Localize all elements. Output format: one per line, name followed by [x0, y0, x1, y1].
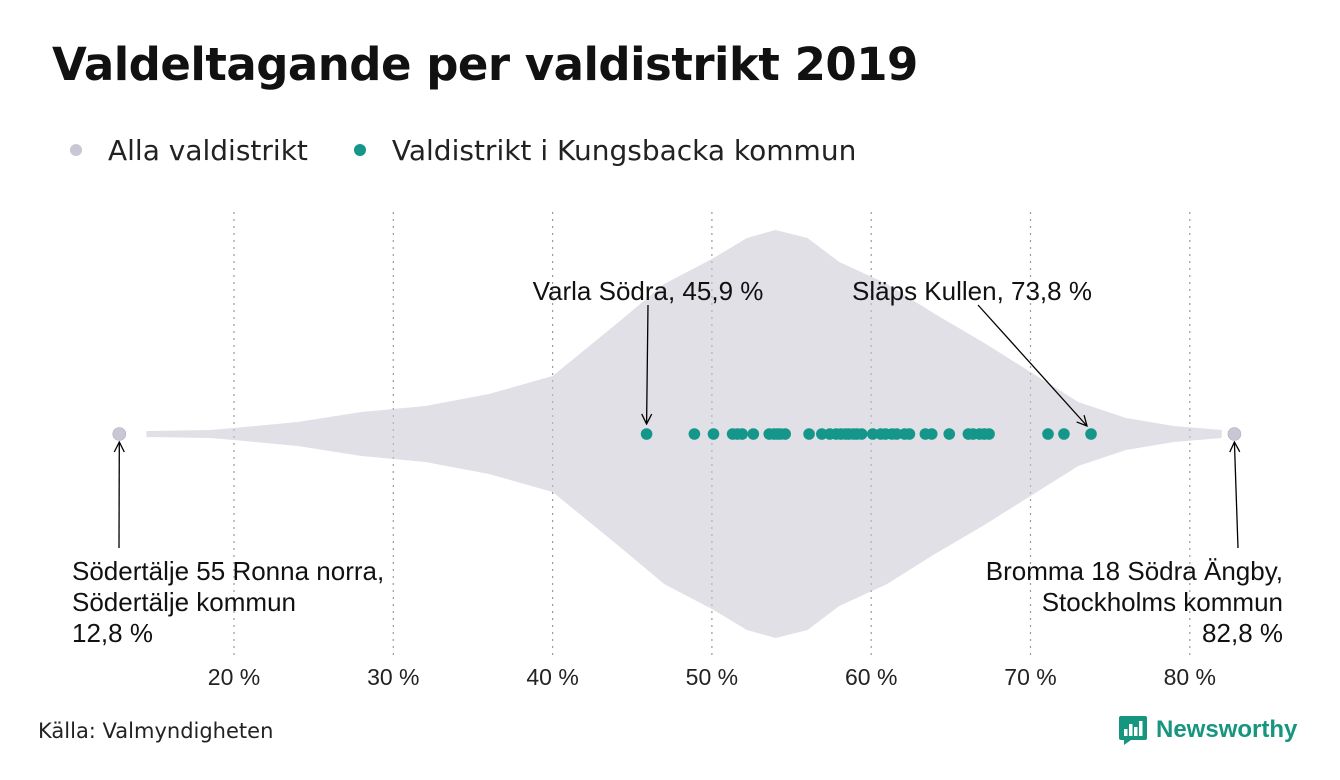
data-point-kungsbacka — [903, 428, 916, 440]
x-tick-label: 20 % — [208, 664, 260, 690]
data-point-kungsbacka — [803, 428, 815, 440]
annotation-sodertalje-line: 12,8 % — [72, 618, 153, 648]
annotations: Varla Södra, 45,9 % Släps Kullen, 73,8 % S… — [72, 276, 1283, 648]
legend-dot-highlight — [353, 144, 366, 156]
x-tick-label: 40 % — [526, 664, 578, 690]
newsworthy-logo-icon — [1119, 716, 1147, 745]
data-point-kungsbacka — [890, 428, 903, 440]
legend-item-all: Alla valdistrikt — [70, 134, 308, 167]
x-tick-label: 50 % — [686, 664, 738, 690]
x-tick-label: 80 % — [1164, 664, 1216, 690]
data-point-kungsbacka — [943, 428, 956, 440]
annotation-arrow — [1234, 442, 1238, 549]
data-point-kungsbacka — [1058, 428, 1070, 440]
annotation-sodertalje-line: Södertälje kommun — [72, 587, 296, 617]
x-tick-label: 60 % — [845, 664, 897, 690]
legend-label-all: Alla valdistrikt — [108, 133, 308, 167]
data-point-kungsbacka — [983, 428, 995, 440]
data-point-kungsbacka — [688, 428, 701, 440]
data-point-kungsbacka — [855, 428, 868, 440]
x-tick-label: 30 % — [367, 664, 419, 690]
data-point-kungsbacka — [1085, 428, 1097, 440]
legend-dot-all — [70, 144, 82, 156]
annotation-bromma-line: Stockholms kommun — [1042, 587, 1283, 617]
data-point-kungsbacka — [816, 428, 828, 440]
legend-label-highlight: Valdistrikt i Kungsbacka kommun — [391, 133, 857, 167]
annotation-slaps-kullen: Släps Kullen, 73,8 % — [852, 276, 1092, 306]
legend-item-highlight: Valdistrikt i Kungsbacka kommun — [353, 133, 857, 167]
x-axis: 20 % 30 % 40 % 50 % 60 % 70 % 80 % — [208, 664, 1216, 690]
brand-name: Newsworthy — [1156, 716, 1298, 743]
source-text: Källa: Valmyndigheten — [38, 719, 274, 743]
data-point-kungsbacka — [640, 428, 653, 440]
annotation-bromma-line: 82,8 % — [1202, 618, 1283, 648]
brand-logo: Newsworthy — [1118, 714, 1297, 746]
legend: Alla valdistrikt Valdistrikt i Kungsback… — [70, 128, 902, 172]
annotation-bromma-line: Bromma 18 Södra Ängby, — [986, 556, 1283, 586]
beeswarm-chart: 20 % 30 % 40 % 50 % 60 % 70 % 80 % Varla Södra… — [72, 212, 1283, 690]
data-point-all — [112, 427, 127, 441]
data-points — [112, 427, 1242, 441]
data-point-kungsbacka — [779, 428, 791, 440]
data-point-kungsbacka — [925, 428, 938, 440]
data-point-kungsbacka — [866, 428, 879, 440]
data-point-kungsbacka — [707, 428, 720, 440]
annotation-sodertalje-line: Södertälje 55 Ronna norra, — [72, 556, 384, 586]
annotation-arrow — [647, 304, 648, 424]
data-point-all — [1227, 427, 1242, 441]
data-point-kungsbacka — [1042, 428, 1054, 440]
annotation-arrow — [977, 304, 1087, 426]
data-point-kungsbacka — [736, 428, 748, 440]
data-point-kungsbacka — [747, 428, 760, 440]
annotation-varla-sodra: Varla Södra, 45,9 % — [533, 276, 764, 306]
swarm-distribution — [146, 230, 1222, 638]
x-tick-label: 70 % — [1004, 664, 1056, 690]
chart-title: Valdeltagande per valdistrikt 2019 — [52, 38, 918, 91]
